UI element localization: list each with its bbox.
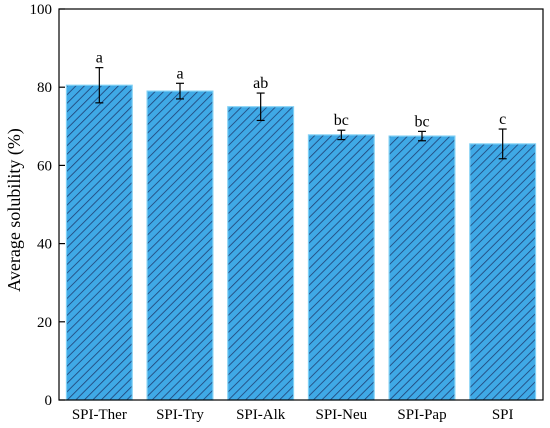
significance-label: a <box>176 65 183 82</box>
significance-label: a <box>96 50 103 67</box>
labels-layer: a SPI-Ther a SPI-Try ab SPI-Alk bc SPI-Neu bc SPI… <box>72 50 514 423</box>
bar-spi-pap <box>388 135 456 401</box>
error-bar-spi-try <box>176 82 184 100</box>
error-bar-spi-neu <box>337 129 346 141</box>
error-bar-spi-alk <box>256 92 265 122</box>
x-tick-label: SPI <box>492 407 514 423</box>
y-tick-label: 100 <box>30 2 53 18</box>
significance-label: bc <box>334 112 349 129</box>
error-bar-spi <box>498 128 507 160</box>
x-tick-label: SPI-Pap <box>397 407 446 423</box>
bar-spi-neu <box>307 134 375 401</box>
plot-frame <box>58 8 544 401</box>
x-tick-label: SPI-Try <box>156 407 204 423</box>
x-tick-label: SPI-Neu <box>315 407 367 423</box>
y-ticks-layer: 0 20 40 60 80 100 <box>30 2 65 409</box>
significance-label: bc <box>414 113 429 130</box>
significance-label: ab <box>253 75 268 92</box>
error-bar-spi-ther <box>95 67 104 104</box>
y-tick-label: 20 <box>37 315 52 331</box>
significance-label: c <box>499 111 506 128</box>
bars-layer <box>65 84 537 401</box>
bar-spi <box>469 143 537 401</box>
y-tick-label: 80 <box>37 80 52 96</box>
y-tick-label: 60 <box>37 158 52 174</box>
x-tick-label: SPI-Alk <box>236 407 286 423</box>
x-tick-label: SPI-Ther <box>72 407 127 423</box>
bar-spi-alk <box>227 106 295 401</box>
error-bars-layer <box>95 67 507 160</box>
y-tick-label: 40 <box>37 237 52 253</box>
bar-spi-ther <box>65 84 133 401</box>
y-tick-label: 0 <box>45 393 53 409</box>
y-axis-title: Average solubility (%) <box>4 128 25 292</box>
error-bar-spi-pap <box>418 130 426 142</box>
bar-spi-try <box>146 90 214 401</box>
